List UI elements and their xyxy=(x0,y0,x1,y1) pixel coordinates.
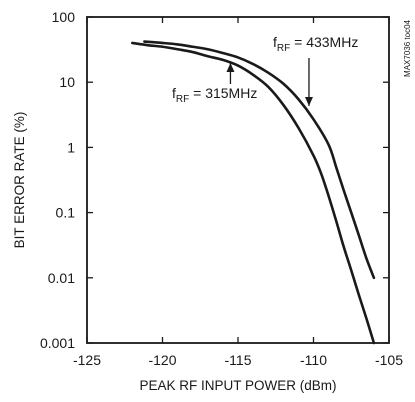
y-tick-label: 100 xyxy=(52,9,76,25)
y-tick-label: 10 xyxy=(59,74,75,90)
x-tick-label: -125 xyxy=(73,352,101,368)
y-axis-title: BIT ERROR RATE (%) xyxy=(12,112,27,249)
x-axis-title: PEAK RF INPUT POWER (dBm) xyxy=(139,378,336,393)
annotation-layer: fRF = 315MHz fRF = 433MHz xyxy=(172,34,358,106)
y-tick-label: 0.001 xyxy=(40,335,75,351)
annotation-label: fRF = 315MHz xyxy=(172,85,257,105)
series-layer xyxy=(131,40,376,345)
x-tick-label: -120 xyxy=(148,352,176,368)
side-label: MAX7036 toc04 xyxy=(403,19,412,76)
series-line-433mhz xyxy=(143,40,376,280)
annotation-arrowhead xyxy=(226,63,235,72)
y-tick-label: 0.01 xyxy=(48,270,75,286)
y-axis: 100 10 1 0.1 0.01 0.001 xyxy=(40,9,389,351)
series-line-315mhz xyxy=(131,41,376,345)
x-tick-label: -115 xyxy=(225,352,252,368)
annotation-arrowhead xyxy=(304,97,313,106)
x-axis: -125 -120 -115 -110 -105 xyxy=(73,17,403,368)
annotation-label: fRF = 433MHz xyxy=(273,34,358,54)
y-tick-label: 1 xyxy=(67,139,75,155)
y-tick-label: 0.1 xyxy=(56,205,76,221)
x-tick-label: -110 xyxy=(300,352,327,368)
x-tick-label: -105 xyxy=(375,352,403,368)
